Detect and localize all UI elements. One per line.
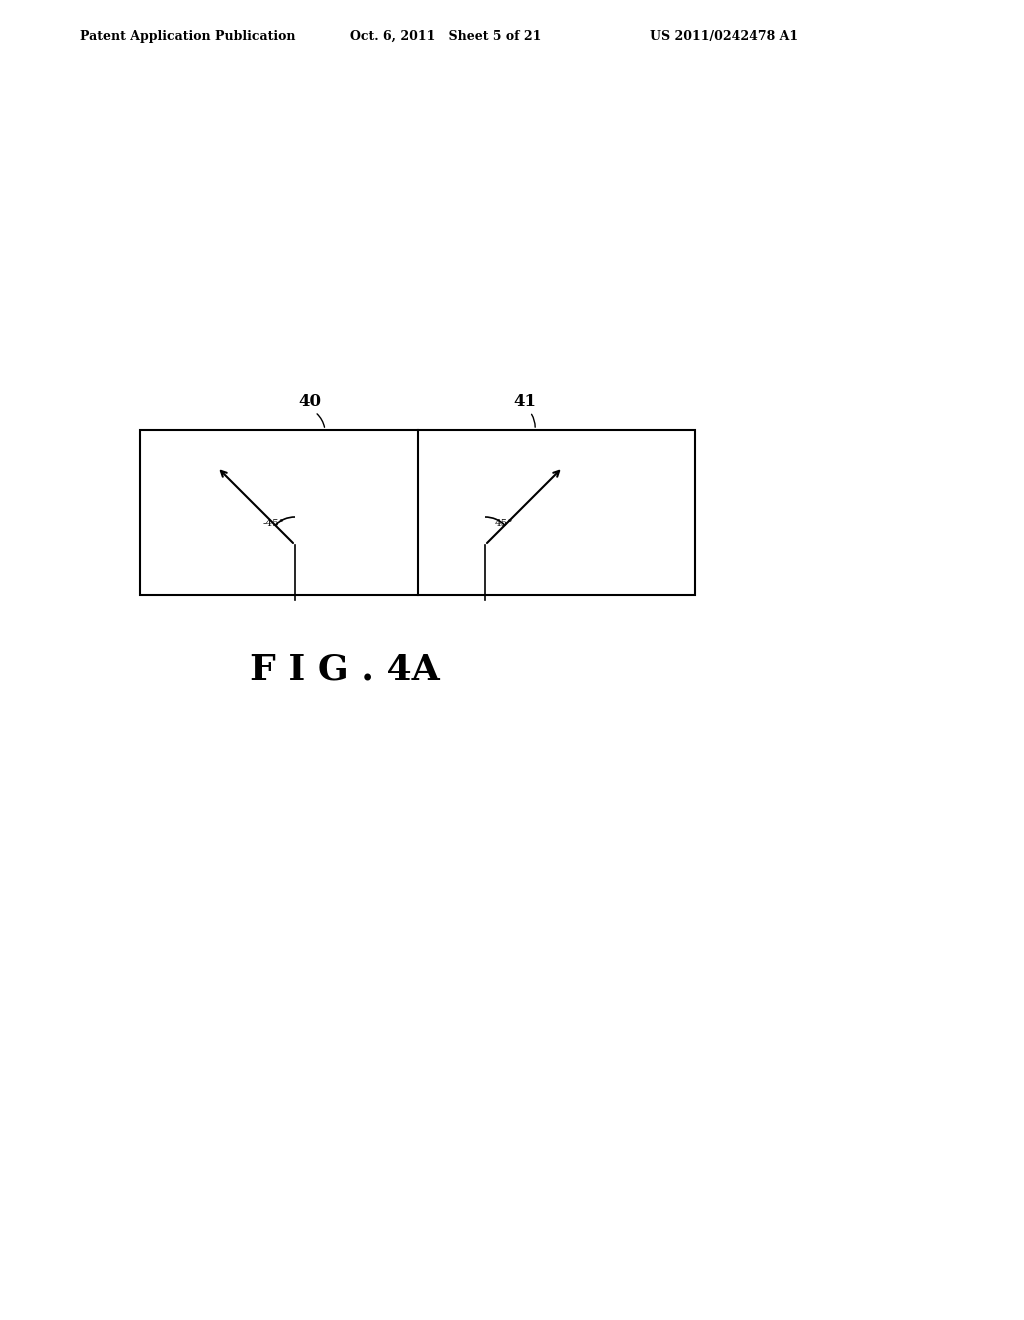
Text: 41: 41 [513,393,537,411]
Text: Oct. 6, 2011   Sheet 5 of 21: Oct. 6, 2011 Sheet 5 of 21 [350,30,542,44]
Text: 45°: 45° [495,519,513,528]
Text: Patent Application Publication: Patent Application Publication [80,30,296,44]
Text: US 2011/0242478 A1: US 2011/0242478 A1 [650,30,798,44]
Text: 40: 40 [299,393,322,411]
Text: F I G . 4A: F I G . 4A [250,653,440,686]
Bar [140,430,695,595]
Text: -45°: -45° [263,519,285,528]
